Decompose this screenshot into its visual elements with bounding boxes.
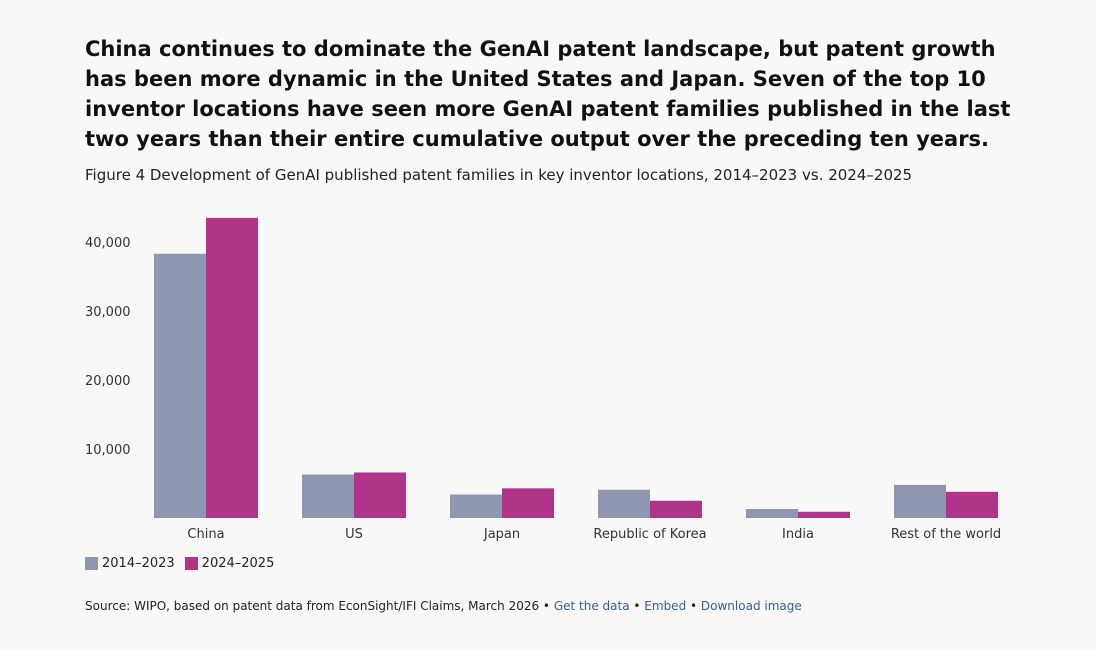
legend-item-2024-2025[interactable]: 2024–2025 xyxy=(184,556,275,571)
separator: • xyxy=(539,599,554,613)
chart-legend: 2014–2023 2024–2025 xyxy=(85,556,274,571)
x-category-label: China xyxy=(187,527,224,542)
source-line: Source: WIPO, based on patent data from … xyxy=(85,599,802,613)
bar-japan-2014-2023[interactable] xyxy=(450,494,502,518)
legend-swatch-2024-2025 xyxy=(184,557,198,570)
download-image-link[interactable]: Download image xyxy=(700,599,802,613)
bar-republic-of-korea-2014-2023[interactable] xyxy=(598,489,650,518)
legend-label-2024-2025: 2024–2025 xyxy=(201,556,275,571)
bar-india-2014-2023[interactable] xyxy=(746,509,798,518)
legend-swatch-2014-2023 xyxy=(85,557,98,570)
source-text: Source: WIPO, based on patent data from … xyxy=(85,599,540,613)
separator: • xyxy=(686,599,701,613)
x-category-label: Rest of the world xyxy=(891,527,1001,542)
y-tick-label: 30,000 xyxy=(85,305,131,320)
figure-subtitle: Figure 4 Development of GenAI published … xyxy=(85,166,913,184)
bar-china-2024-2025[interactable] xyxy=(206,217,258,518)
x-category-label: India xyxy=(782,527,814,542)
bar-us-2014-2023[interactable] xyxy=(302,474,354,518)
chart-headline: China continues to dominate the GenAI pa… xyxy=(85,37,1011,151)
y-tick-label: 20,000 xyxy=(85,374,131,389)
bar-japan-2024-2025[interactable] xyxy=(502,488,554,518)
y-tick-label: 10,000 xyxy=(85,443,131,458)
legend-label-2014-2023: 2014–2023 xyxy=(102,556,175,571)
separator: • xyxy=(629,599,645,613)
bar-rest-of-the-world-2014-2023[interactable] xyxy=(894,484,946,518)
x-category-label: US xyxy=(345,527,363,542)
bar-rest-of-the-world-2024-2025[interactable] xyxy=(946,491,998,518)
x-category-label: Japan xyxy=(483,527,520,542)
x-category-label: Republic of Korea xyxy=(593,527,706,542)
legend-item-2014-2023[interactable]: 2014–2023 xyxy=(85,556,175,571)
y-tick-label: 40,000 xyxy=(85,236,131,251)
bar-republic-of-korea-2024-2025[interactable] xyxy=(650,500,702,518)
bar-chart: 10,000 20,000 30,000 40,000 China US Japan Repu… xyxy=(85,217,1001,542)
bar-china-2014-2023[interactable] xyxy=(154,253,206,519)
bar-india-2024-2025[interactable] xyxy=(798,511,850,518)
bar-us-2024-2025[interactable] xyxy=(354,472,406,518)
get-data-link[interactable]: Get the data xyxy=(553,599,630,613)
embed-link[interactable]: Embed xyxy=(644,599,687,613)
